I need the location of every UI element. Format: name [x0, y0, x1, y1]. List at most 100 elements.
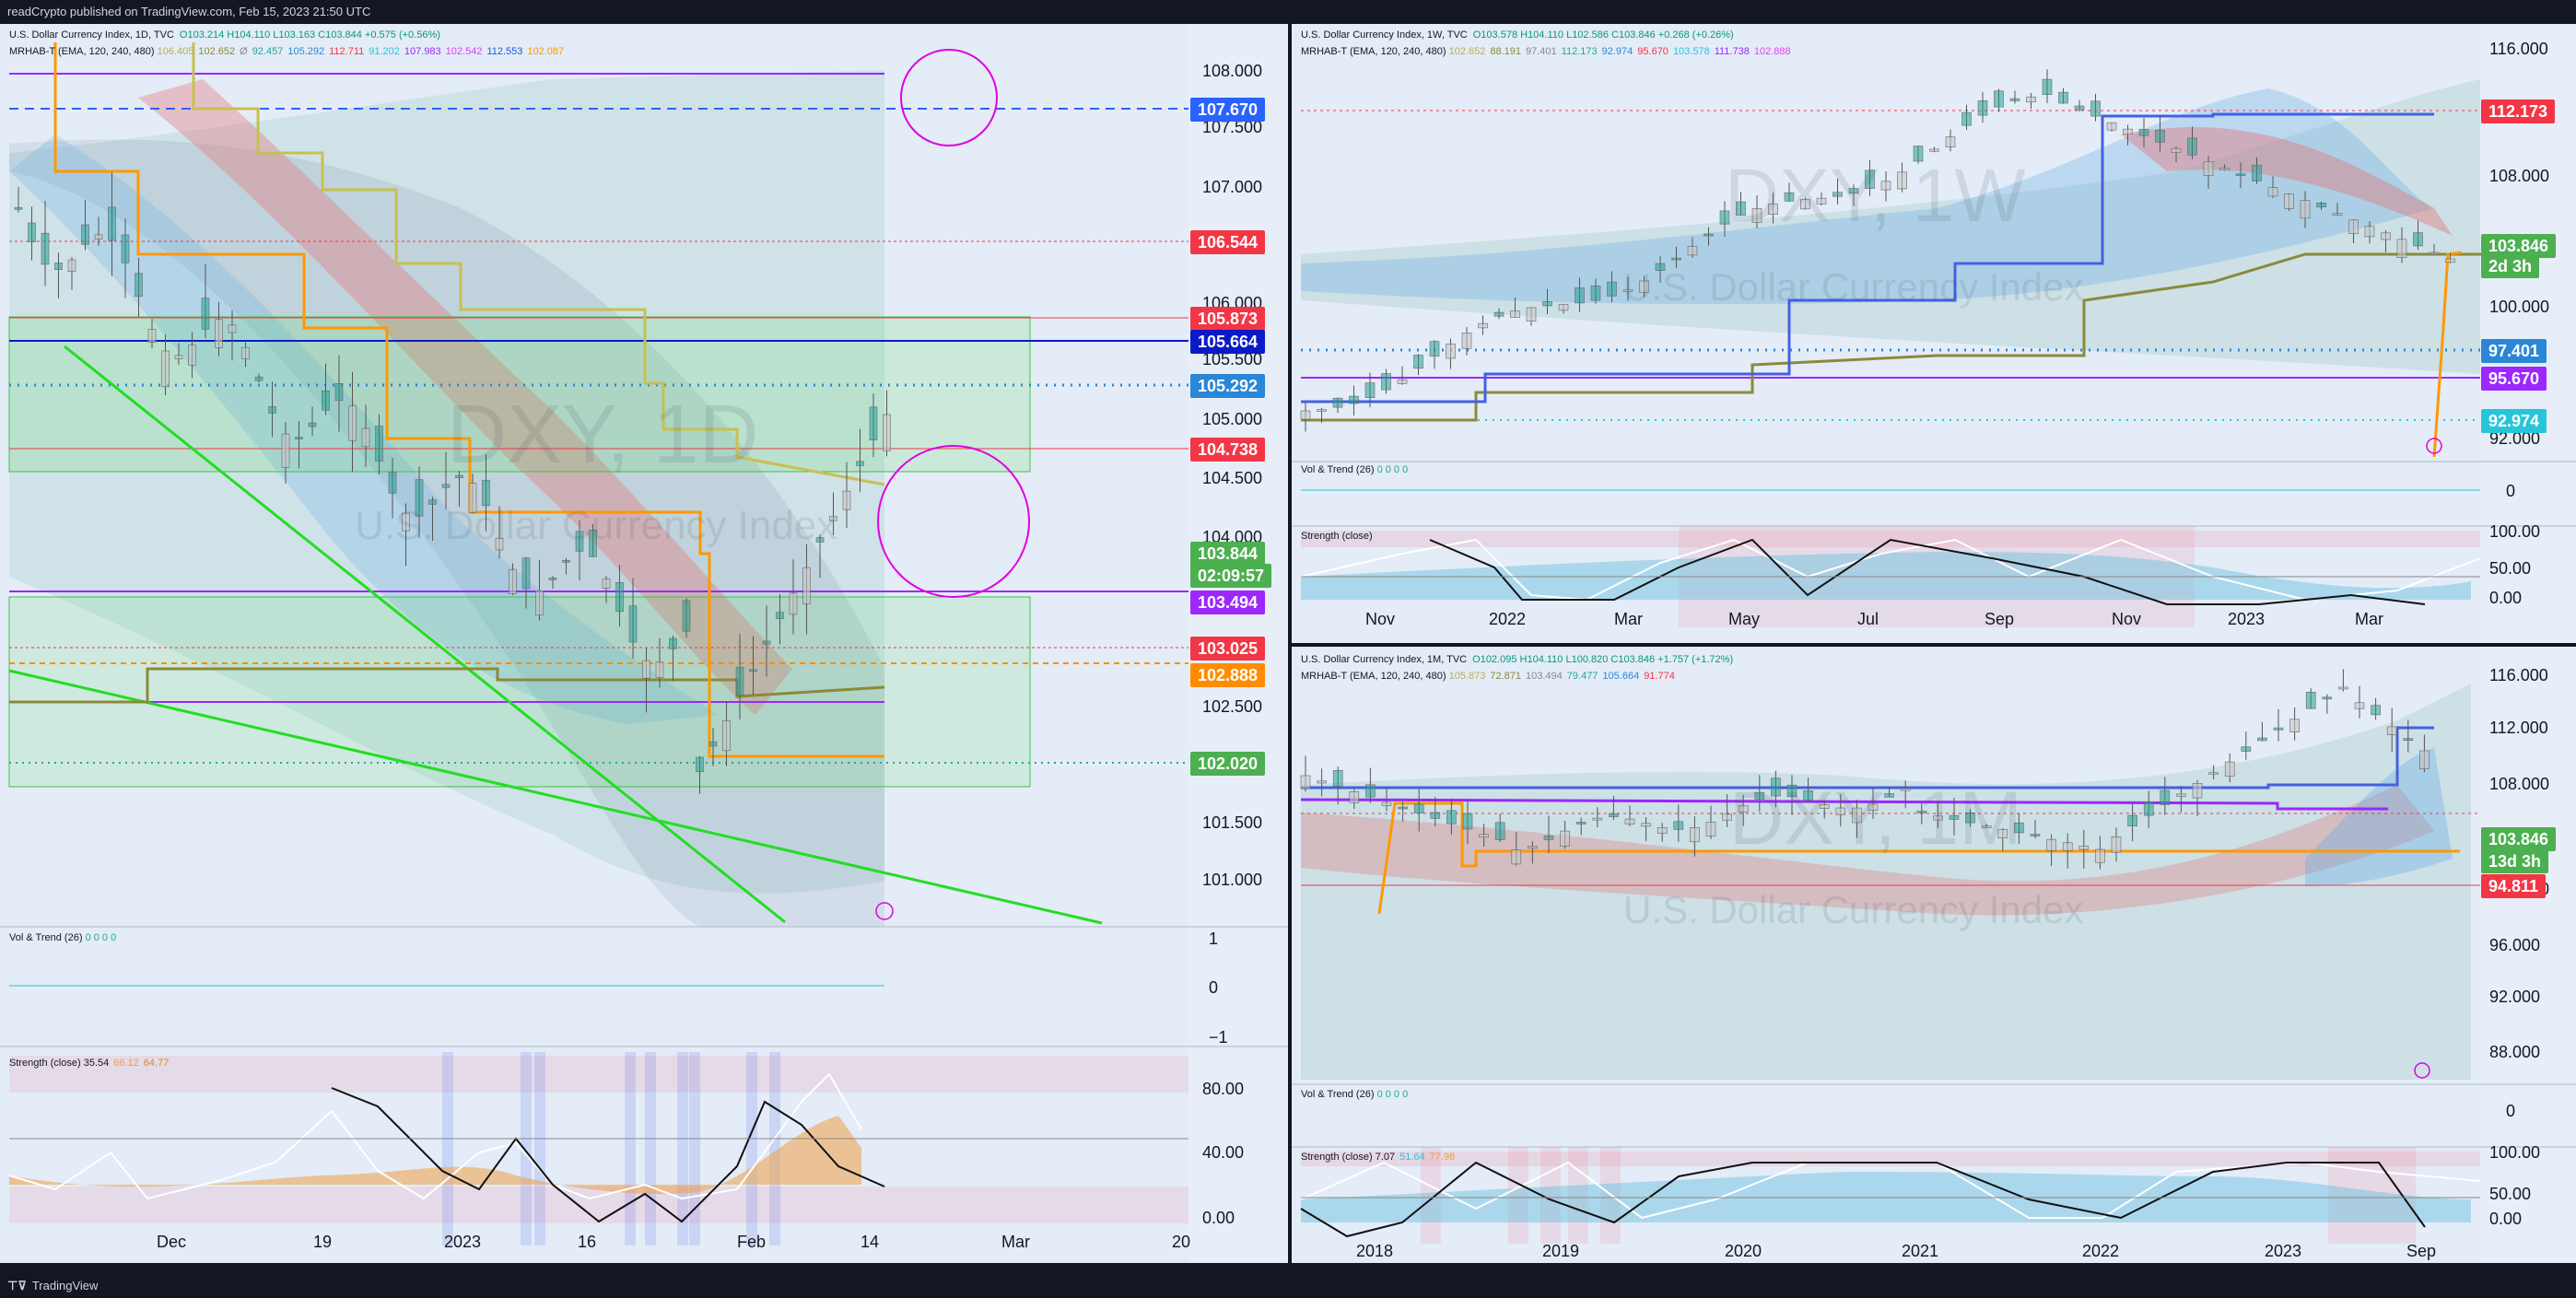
candle-body — [1961, 111, 1972, 126]
candle-body — [121, 234, 130, 263]
strength-highlight-bar — [689, 1052, 700, 1245]
price-tag[interactable]: 105.873 — [1190, 307, 1266, 331]
price-tag[interactable]: 106.544 — [1190, 230, 1266, 254]
price-axis-label: 88.000 — [2489, 1043, 2541, 1061]
symbol-legend[interactable]: U.S. Dollar Currency Index, 1D, TVC O103.… — [9, 29, 440, 41]
price-tag[interactable]: 95.670 — [2481, 367, 2547, 391]
candle-body — [2348, 219, 2359, 234]
price-axis-label: 100.00 — [2489, 1143, 2541, 1162]
candle-body — [388, 472, 397, 494]
candle-body — [2235, 173, 2246, 176]
time-axis-label: 2023 — [2228, 610, 2266, 628]
chart-panel-daily[interactable]: DXY, 1D U.S. Dollar Currency Index U.S. … — [0, 24, 1288, 1263]
price-tag[interactable]: 102.020 — [1190, 752, 1266, 776]
price-tag[interactable]: 97.401 — [2481, 339, 2547, 363]
price-tag[interactable]: 94.811 — [2481, 874, 2547, 898]
price-tag[interactable]: 02:09:57 — [1190, 564, 1272, 588]
time-axis-label: Mar — [1001, 1233, 1030, 1251]
chart-panel-weekly[interactable]: DXY, 1W U.S. Dollar Currency Index U.S. … — [1292, 24, 2576, 643]
strength-legend[interactable]: Strength (close) 35.54 66.12 64.77 — [9, 1058, 173, 1069]
price-tag[interactable]: 92.974 — [2481, 409, 2547, 433]
candle-body — [2300, 200, 2311, 219]
price-tag[interactable]: 112.173 — [2481, 99, 2556, 123]
candle-body — [1381, 373, 1391, 391]
candle-body — [776, 612, 784, 619]
indicator-legend[interactable]: MRHAB-T (EMA, 120, 240, 480) 102.652 88.1… — [1301, 46, 1796, 57]
candle-body — [1848, 188, 1859, 194]
indicator-legend[interactable]: MRHAB-T (EMA, 120, 240, 480) 106.405 102.… — [9, 46, 568, 57]
candle-body — [1446, 810, 1457, 824]
strength-highlight-bar — [769, 1052, 780, 1245]
candle-body — [495, 537, 504, 551]
price-tag[interactable]: 105.292 — [1190, 374, 1266, 398]
price-tag[interactable]: 2d 3h — [2481, 254, 2540, 278]
candle-body — [1671, 257, 1681, 261]
orange-step-line — [1377, 801, 2460, 915]
candle-body — [2364, 226, 2375, 238]
vol-trend-legend[interactable]: Vol & Trend (26) 0 0 0 0 — [1301, 464, 1408, 475]
strength-legend[interactable]: Strength (close) 7.07 51.64 77.98 — [1301, 1152, 1459, 1163]
candle-body — [869, 406, 878, 440]
price-axis-label: 105.500 — [1202, 350, 1263, 368]
candle-body — [2058, 91, 2068, 104]
candle-body — [1332, 397, 1343, 408]
candle-body — [722, 720, 731, 752]
candle-body — [1705, 822, 1716, 836]
strength-legend[interactable]: Strength (close) — [1301, 531, 1373, 542]
candle-body — [2042, 78, 2053, 95]
candle-body — [1897, 171, 1907, 190]
indicator-legend[interactable]: MRHAB-T (EMA, 120, 240, 480) 105.873 72.8… — [1301, 671, 1680, 682]
price-axis-label: 101.500 — [1202, 813, 1263, 832]
price-axis-label: 116.000 — [2489, 40, 2548, 58]
indicator-value: 92.457 — [252, 46, 284, 57]
target-circle-lower — [877, 445, 1030, 598]
blue-step-line — [1301, 112, 2434, 403]
chart-panel-monthly[interactable]: DXY, 1M U.S. Dollar Currency Index U.S. … — [1292, 647, 2576, 1263]
candle-body — [2429, 251, 2440, 255]
candle-body — [174, 355, 183, 359]
purple-level-line — [1300, 798, 2388, 811]
strength-value: 66.12 — [113, 1058, 139, 1069]
candle-body — [428, 499, 437, 505]
price-tag[interactable]: 102.888 — [1190, 663, 1266, 687]
time-axis-label: Mar — [2355, 610, 2383, 628]
price-tag[interactable]: 103.846 — [2481, 234, 2557, 258]
indicator-value: 88.191 — [1490, 46, 1522, 57]
price-tag[interactable]: 107.670 — [1190, 98, 1266, 122]
indicator-value: 102.652 — [1448, 46, 1486, 57]
vol-trend-legend[interactable]: Vol & Trend (26) 0 0 0 0 — [9, 932, 116, 943]
monthly-chart-canvas[interactable] — [1292, 647, 2576, 1263]
candle-body — [1543, 836, 1554, 840]
price-tag[interactable]: 104.738 — [1190, 438, 1266, 462]
vol-trend-title: Vol & Trend (26) — [9, 932, 83, 943]
time-axis-label: 2018 — [1356, 1242, 1394, 1260]
daily-chart-canvas[interactable] — [0, 24, 1288, 1263]
candle-body — [2257, 737, 2267, 742]
candle-body — [856, 461, 864, 466]
candle-body — [589, 530, 597, 557]
candle-body — [548, 578, 557, 580]
indicator-value: 105.873 — [1448, 671, 1486, 682]
vol-trend-legend[interactable]: Vol & Trend (26) 0 0 0 0 — [1301, 1089, 1408, 1100]
price-tag[interactable]: 103.025 — [1190, 637, 1266, 661]
indicator-value: 102.652 — [198, 46, 236, 57]
price-tag[interactable]: 105.664 — [1190, 330, 1266, 354]
indicator-value: 112.711 — [329, 46, 365, 57]
symbol-legend[interactable]: U.S. Dollar Currency Index, 1W, TVC O103.… — [1301, 29, 1734, 41]
price-tag[interactable]: 13d 3h — [2481, 849, 2549, 873]
price-tag[interactable]: 103.846 — [2481, 827, 2557, 851]
candle-body — [1655, 263, 1666, 271]
vol-trend-title: Vol & Trend (26) — [1301, 464, 1375, 475]
price-tag[interactable]: 103.494 — [1190, 591, 1266, 614]
lightning-marker-icon — [2426, 438, 2442, 454]
candle-body — [1528, 846, 1538, 849]
candle-body — [14, 206, 23, 210]
time-axis-label: 2023 — [444, 1233, 482, 1251]
symbol-legend[interactable]: U.S. Dollar Currency Index, 1M, TVC O102.… — [1301, 654, 1733, 665]
weekly-chart-canvas[interactable] — [1292, 24, 2576, 643]
price-axis-label: 80.00 — [1202, 1080, 1245, 1098]
price-tag[interactable]: 103.844 — [1190, 542, 1266, 566]
ema-cloud-outer — [9, 70, 884, 894]
candle-body — [2354, 702, 2365, 709]
candle-body — [1397, 379, 1408, 384]
